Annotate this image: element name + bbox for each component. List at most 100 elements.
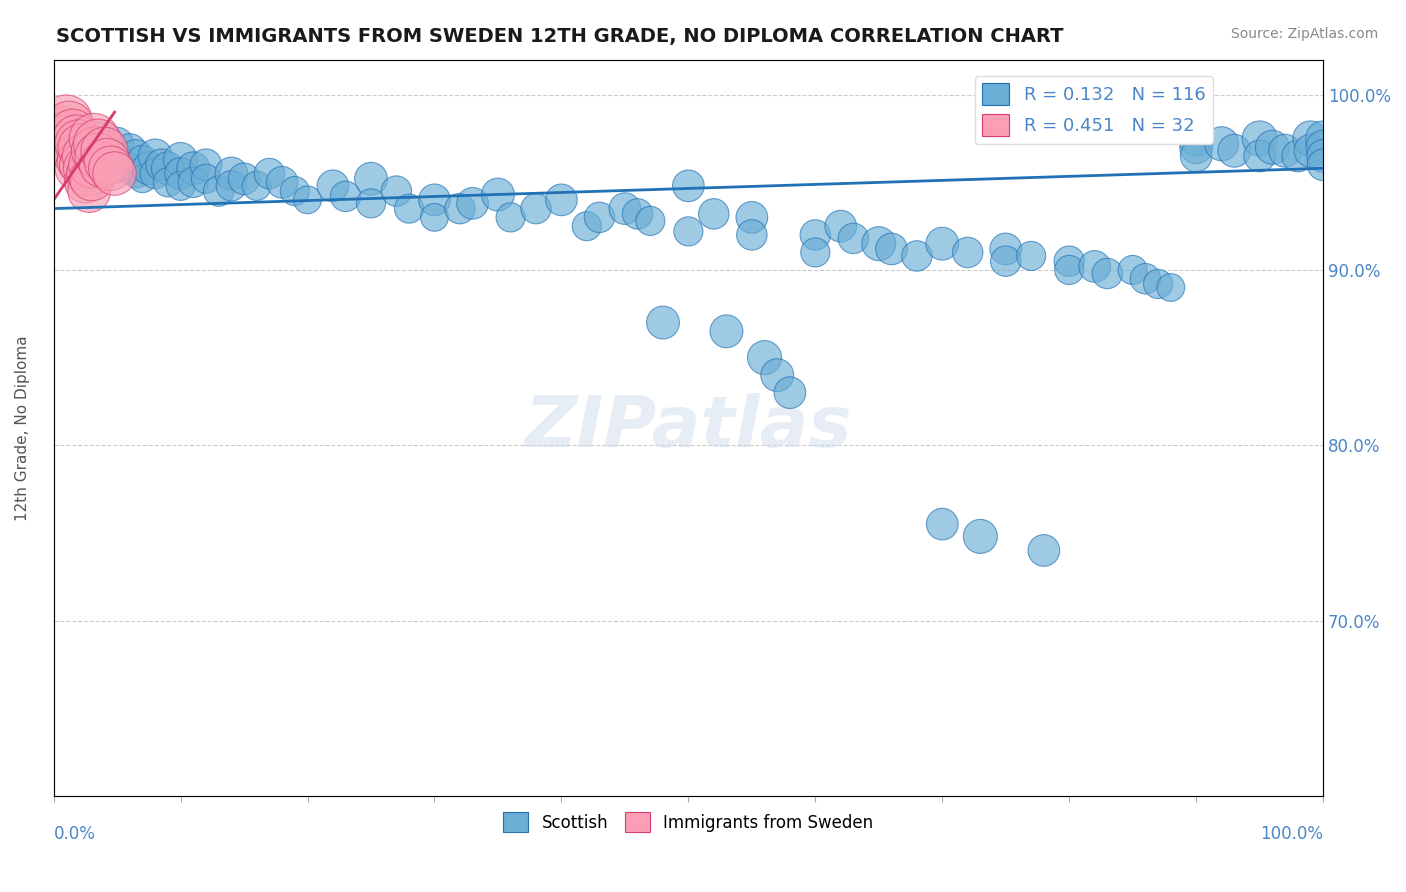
Point (87, 131, 110, 145)
Point (1160, 280, 1182, 294)
Point (58, 119, 80, 133)
Point (741, 227, 763, 242)
Point (87, 149, 110, 163)
Point (1299, 144, 1322, 158)
Y-axis label: 12th Grade, No Diploma: 12th Grade, No Diploma (15, 334, 30, 521)
Point (678, 224, 700, 238)
Point (1057, 263, 1080, 277)
Point (221, 167, 243, 181)
Point (55, 131, 77, 145)
Point (169, 167, 191, 181)
Point (62, 126, 84, 140)
Text: SCOTTISH VS IMMIGRANTS FROM SWEDEN 12TH GRADE, NO DIPLOMA CORRELATION CHART: SCOTTISH VS IMMIGRANTS FROM SWEDEN 12TH … (56, 27, 1064, 45)
Point (1135, 271, 1157, 285)
Point (461, 196, 484, 211)
Point (87, 149, 110, 163)
Point (93, 154, 115, 169)
Point (181, 175, 204, 189)
Point (1312, 140, 1334, 154)
Point (246, 178, 269, 193)
Point (956, 245, 979, 260)
Point (65, 131, 87, 145)
Point (118, 144, 141, 158)
Point (75, 175, 97, 189)
Point (77, 167, 100, 181)
Text: Source: ZipAtlas.com: Source: ZipAtlas.com (1230, 27, 1378, 41)
Point (588, 211, 610, 225)
Text: 0.0%: 0.0% (53, 825, 96, 843)
Point (335, 189, 357, 203)
Point (1223, 144, 1246, 158)
Point (221, 178, 243, 193)
Point (169, 153, 191, 167)
Point (87, 136, 110, 151)
Point (93, 140, 115, 154)
Point (1274, 144, 1296, 158)
Point (131, 154, 153, 169)
Point (271, 175, 294, 189)
Point (156, 161, 179, 176)
Point (1249, 131, 1271, 145)
Point (779, 385, 801, 400)
Text: 100.0%: 100.0% (1260, 825, 1323, 843)
Point (499, 211, 522, 225)
Legend: R = 0.132   N = 116, R = 0.451   N = 32: R = 0.132 N = 116, R = 0.451 N = 32 (974, 76, 1212, 144)
Point (259, 167, 281, 181)
Point (80, 144, 103, 158)
Point (360, 171, 382, 186)
Point (398, 202, 420, 216)
Point (1122, 263, 1144, 277)
Point (194, 171, 217, 186)
Point (804, 227, 827, 242)
Point (1211, 136, 1233, 151)
Point (994, 254, 1017, 268)
Point (96, 154, 118, 169)
Point (93, 144, 115, 158)
Point (550, 193, 572, 207)
Point (65, 149, 87, 163)
Point (284, 184, 307, 198)
Point (626, 207, 648, 221)
Point (90, 158, 112, 172)
Point (194, 158, 217, 172)
Point (100, 161, 122, 176)
Point (905, 249, 928, 263)
Point (931, 517, 953, 532)
Point (575, 219, 598, 234)
Point (156, 175, 179, 189)
Point (233, 171, 256, 186)
Point (1057, 254, 1080, 268)
Point (1084, 260, 1107, 274)
Point (423, 211, 446, 225)
Point (83, 131, 105, 145)
Point (754, 351, 776, 365)
Point (125, 149, 148, 163)
Point (1249, 149, 1271, 163)
Point (105, 161, 128, 176)
Point (1185, 140, 1208, 154)
Point (49, 122, 72, 136)
Point (138, 161, 160, 176)
Point (1312, 131, 1334, 145)
Point (143, 167, 166, 181)
Point (880, 242, 903, 256)
Text: ZIPatlas: ZIPatlas (524, 393, 852, 462)
Point (716, 324, 738, 338)
Point (640, 214, 662, 228)
Point (75, 149, 97, 163)
Point (486, 187, 509, 202)
Point (385, 184, 408, 198)
Point (67, 149, 90, 163)
Point (93, 167, 115, 181)
Point (80, 158, 103, 172)
Point (613, 202, 636, 216)
Point (1185, 131, 1208, 145)
Point (52, 126, 75, 140)
Point (105, 136, 128, 151)
Point (1032, 543, 1054, 558)
Point (67, 154, 90, 169)
Point (125, 167, 148, 181)
Point (84, 144, 107, 158)
Point (65, 161, 87, 176)
Point (150, 158, 173, 172)
